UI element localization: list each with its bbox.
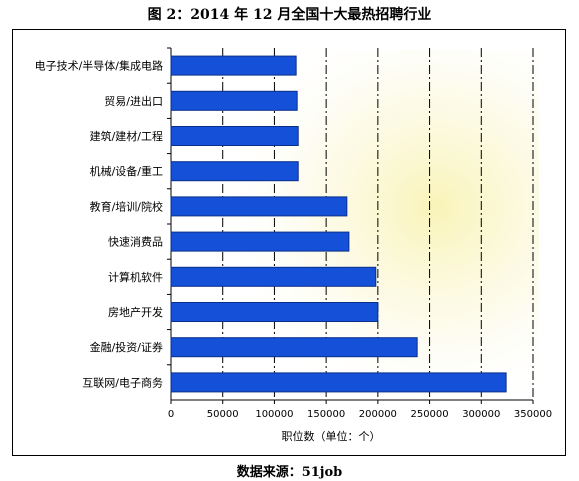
bar xyxy=(170,161,299,182)
bar xyxy=(170,231,350,252)
x-tick-label: 200000 xyxy=(359,409,397,420)
x-tick-label: 0 xyxy=(168,409,174,420)
category-label: 计算机软件 xyxy=(108,270,163,284)
bar xyxy=(170,126,299,146)
bar xyxy=(170,266,377,287)
bar xyxy=(170,196,348,217)
chart-frame: 电子技术/半导体/集成电路贸易/进出口建筑/建材/工程 机械/设备/重工 教育/培训… xyxy=(12,29,566,456)
bar xyxy=(170,337,418,358)
x-tick-label: 150000 xyxy=(307,409,345,420)
x-tick-label: 250000 xyxy=(410,409,448,420)
category-label: 贸易/进出口 xyxy=(104,94,163,108)
category-label: 建筑/建材/工程 xyxy=(90,129,163,143)
x-axis-label: 职位数（单位：个） xyxy=(282,429,381,443)
chart-title: 图 2：2014 年 12 月全国十大最热招聘行业 xyxy=(147,7,432,23)
category-label: 机械/设备/重工 xyxy=(90,164,163,178)
x-tick-label: 100000 xyxy=(255,409,293,420)
bar xyxy=(170,90,298,111)
data-source: 数据来源：51job xyxy=(236,465,343,480)
bar xyxy=(170,372,507,393)
category-label: 房地产开发 xyxy=(108,305,163,319)
bar xyxy=(170,55,297,76)
category-label: 互联网/电子商务 xyxy=(82,375,163,389)
category-label: 金融/投资/证券 xyxy=(90,340,163,354)
bar-chart: 电子技术/半导体/集成电路贸易/进出口建筑/建材/工程机械/设备/重工教育/培训… xyxy=(35,47,552,443)
category-label: 教育/培训/院校 xyxy=(90,199,163,213)
bar xyxy=(170,302,379,322)
x-tick-label: 50000 xyxy=(207,409,239,420)
category-label: 电子技术/半导体/集成电路 xyxy=(35,59,163,73)
category-label: 快速消费品 xyxy=(108,235,163,249)
x-tick-label: 300000 xyxy=(462,409,500,420)
x-tick-label: 350000 xyxy=(514,409,552,420)
